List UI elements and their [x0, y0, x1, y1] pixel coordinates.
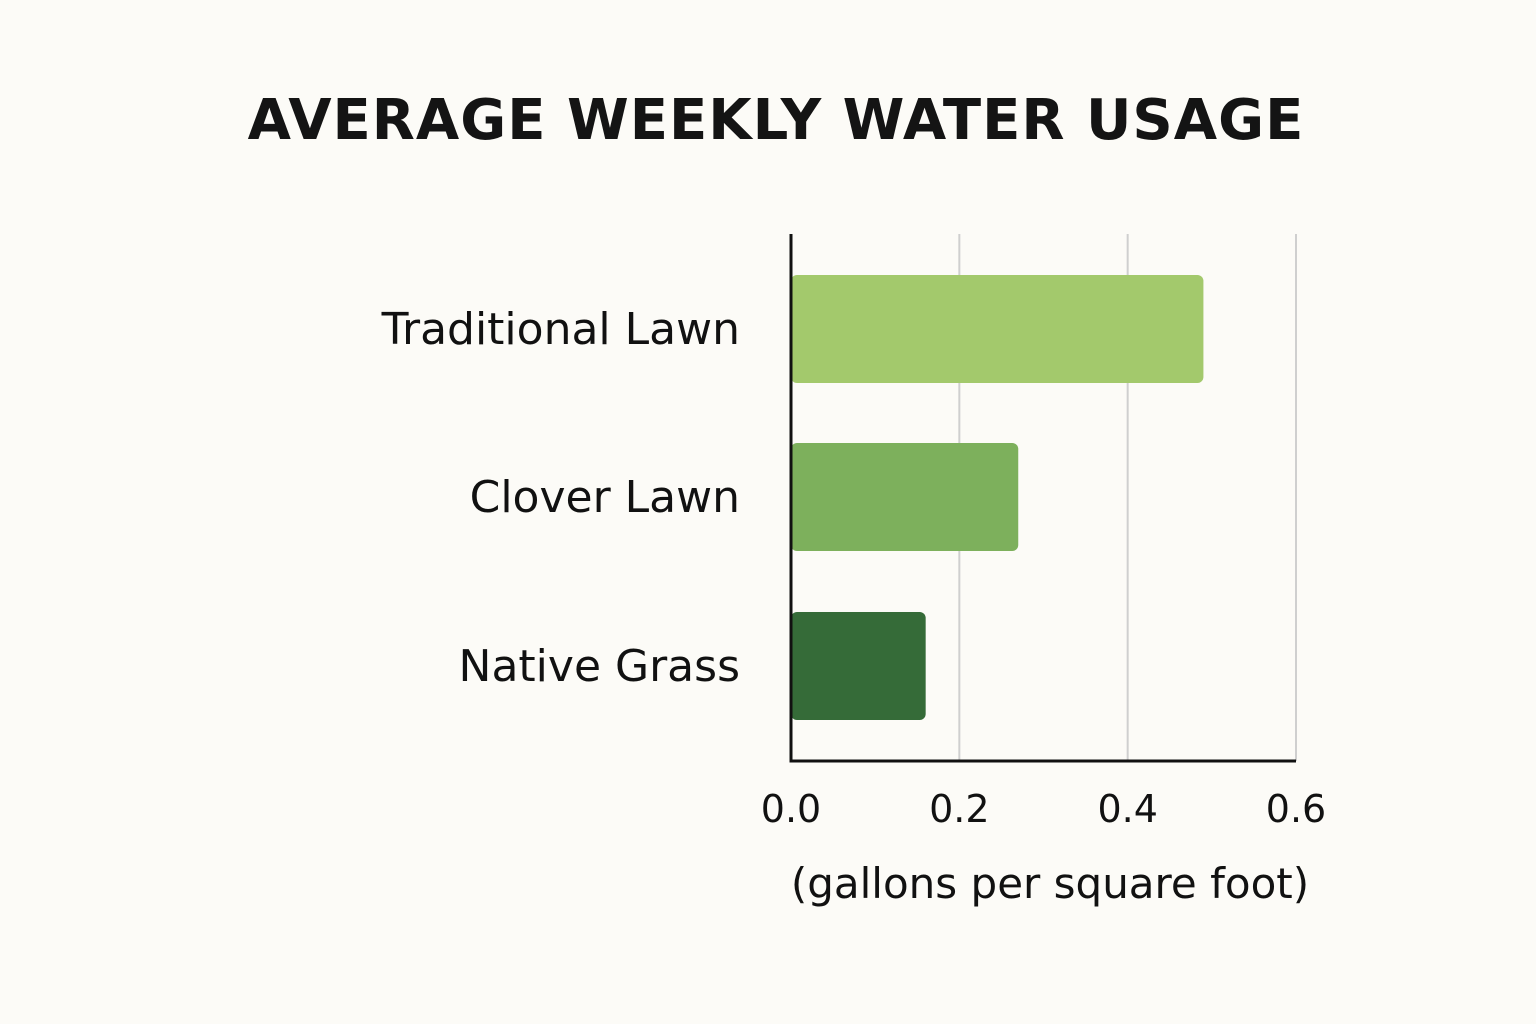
bar-native-grass [791, 612, 926, 720]
x-axis-title: (gallons per square foot) [791, 859, 1309, 908]
x-tick-label-0-4: 0.4 [1097, 787, 1157, 831]
x-tick-label-0: 0.0 [761, 787, 821, 831]
x-tick-label-0-2: 0.2 [929, 787, 989, 831]
x-tick-labels: 0.0 0.2 0.4 0.6 [761, 787, 1326, 831]
bars [791, 275, 1204, 720]
category-labels: Traditional Lawn Clover Lawn Native Grass [381, 304, 740, 692]
bar-clover-lawn [791, 443, 1019, 551]
axes [789, 234, 1296, 763]
category-label-traditional-lawn: Traditional Lawn [381, 304, 740, 355]
bar-traditional-lawn [791, 275, 1204, 383]
chart-title: AVERAGE WEEKLY WATER USAGE [247, 88, 1305, 153]
category-label-clover-lawn: Clover Lawn [470, 472, 740, 523]
category-label-native-grass: Native Grass [459, 641, 740, 692]
x-tick-label-0-6: 0.6 [1266, 787, 1326, 831]
